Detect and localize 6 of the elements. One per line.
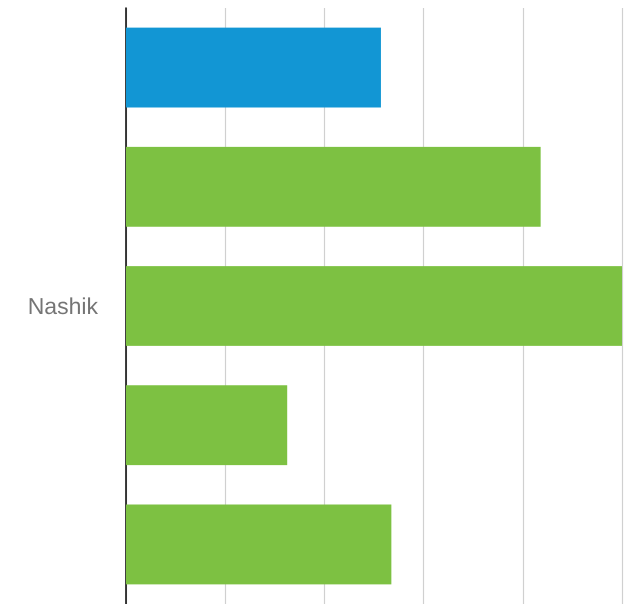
bar xyxy=(126,28,381,108)
bar xyxy=(126,504,392,584)
bar xyxy=(126,146,541,227)
y-tick-label: Nashik xyxy=(28,293,98,319)
bar xyxy=(126,385,288,466)
bar xyxy=(126,266,622,346)
